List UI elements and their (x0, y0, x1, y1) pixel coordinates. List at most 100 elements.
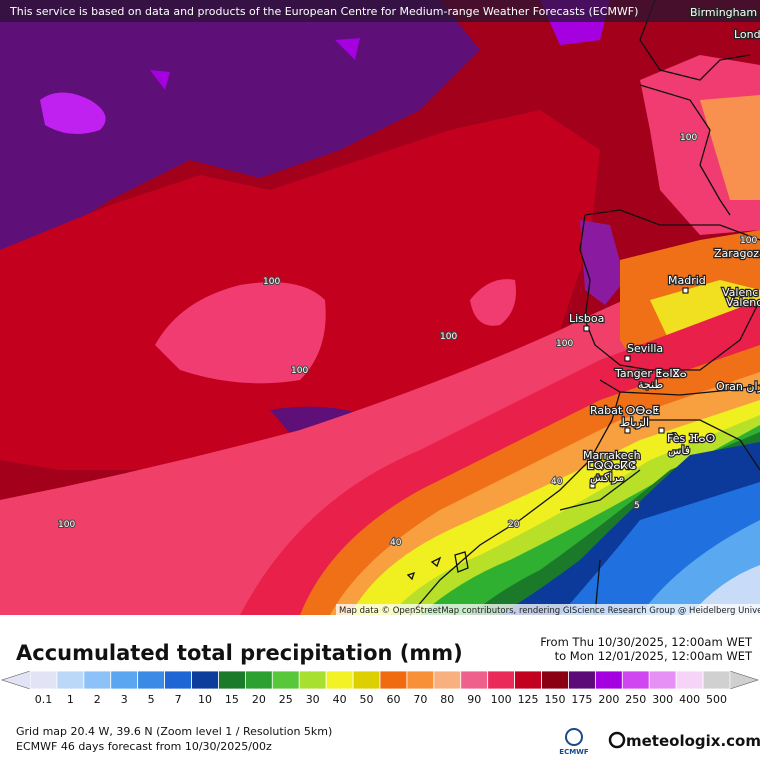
colorbar-label: 70 (413, 693, 427, 706)
forecast-info: ECMWF 46 days forecast from 10/30/2025/0… (16, 740, 272, 753)
city-label: ⵎⵕⵕⴰⴽⵛ (587, 459, 636, 472)
colorbar-label: 5 (148, 693, 155, 706)
precip-area (690, 565, 760, 615)
colorbar-swatch (675, 670, 704, 690)
city-label: الرباط (620, 416, 649, 429)
credits-bar (336, 604, 760, 615)
contour-label: 100 (556, 339, 573, 349)
city-label: Valenc (726, 296, 760, 309)
colorbar-end (729, 670, 759, 690)
city-label: Lond (734, 28, 760, 41)
colorbar-swatch (110, 670, 139, 690)
city-marker (589, 482, 596, 489)
city-label: Rabat ⵔⴱⴰⵟ (590, 404, 659, 417)
city-label: Lisboa (569, 312, 604, 325)
island (406, 551, 469, 581)
contour-label: 100 (263, 277, 280, 287)
colorbar-swatch (191, 670, 219, 690)
city-marker (658, 427, 665, 434)
map: This service is based on data and produc… (0, 0, 760, 616)
colorbar-label: 90 (467, 693, 481, 706)
colorbar: 0.1 1 2 3 5 7 10 15 20 25 30 40 50 60 70 80 90 100 125 150 1… (1, 670, 759, 706)
period-from: From Thu 10/30/2025, 12:00am WET (540, 635, 753, 649)
city-label: فاس (668, 444, 690, 457)
city-label: Zaragoza (714, 247, 760, 260)
colorbar-swatch (352, 670, 381, 690)
city-label: Madrid (668, 274, 706, 287)
colorbar-swatch (568, 670, 596, 690)
city-label: مراكش (590, 471, 624, 484)
colorbar-label: 15 (225, 693, 239, 706)
contour-label: 100 (58, 520, 75, 530)
ecmwf-logo: ECMWF (559, 748, 589, 756)
city-labels: Birmingham Lond Zaragoza Madrid Valenc V… (568, 5, 760, 489)
colorbar-label: 60 (386, 693, 400, 706)
colorbar-swatch (514, 670, 542, 690)
contour-label: 40 (390, 538, 402, 548)
city-label: Marrakech (583, 449, 641, 462)
city-label: Oran وهران (716, 380, 760, 393)
city-label: Sevilla (627, 342, 663, 355)
colorbar-end (1, 670, 31, 690)
colorbar-label: 0.1 (35, 693, 53, 706)
contour-label: 100 (291, 366, 308, 376)
colorbar-label: 2 (94, 693, 101, 706)
contour-labels: 100 100 100 100 100 100 100 40 40 20 5 (57, 132, 758, 549)
ecmwf-icon (565, 728, 583, 746)
colorbar-label: 125 (518, 693, 539, 706)
contour-label: 100 (740, 236, 757, 246)
colorbar-swatch (244, 670, 273, 690)
colorbar-swatch (325, 670, 354, 690)
colorbar-label: 1 (67, 693, 74, 706)
city-marker (583, 325, 590, 332)
colorbar-swatch (271, 670, 300, 690)
precip-area (40, 92, 106, 134)
colorbar-label: 10 (198, 693, 212, 706)
city-label: Tanger ⵟⴰⵏⴵⴰ (614, 367, 687, 380)
contour-label: 100 (680, 133, 697, 143)
colorbar-swatch (433, 670, 462, 690)
colorbar-label: 25 (279, 693, 293, 706)
brand: meteologix.com (626, 732, 760, 750)
colorbar-swatch (29, 670, 58, 690)
colorbar-swatch (83, 670, 112, 690)
colorbar-swatch (379, 670, 408, 690)
colorbar-swatch (460, 670, 489, 690)
colorbar-label: 250 (625, 693, 646, 706)
colorbar-swatch (648, 670, 677, 690)
colorbar-label: 30 (306, 693, 320, 706)
colorbar-swatch (487, 670, 516, 690)
precip-area (0, 0, 480, 392)
colorbar-swatch (218, 670, 246, 690)
colorbar-label: 200 (598, 693, 619, 706)
colorbar-label: 7 (175, 693, 182, 706)
precip-area (580, 220, 625, 305)
legend-panel: Accumulated total precipitation (mm) Fro… (1, 635, 760, 756)
contour-label: 20 (508, 520, 520, 530)
colorbar-swatch (56, 670, 85, 690)
colorbar-swatch (298, 670, 327, 690)
colorbar-swatch (621, 670, 650, 690)
colorbar-label: 50 (360, 693, 374, 706)
city-marker (624, 427, 631, 434)
colorbar-label: 20 (252, 693, 266, 706)
colorbar-label: 300 (652, 693, 673, 706)
brand-icon (608, 731, 626, 749)
colorbar-label: 500 (706, 693, 727, 706)
city-marker (624, 355, 631, 362)
contour-label: 100 (440, 332, 457, 342)
colorbar-swatch (137, 670, 166, 690)
colorbar-label: 150 (545, 693, 566, 706)
attribution: This service is based on data and produc… (9, 5, 638, 18)
city-label: Fès ⴼⴰⵙ (667, 432, 715, 445)
contour-label: 40 (551, 477, 563, 487)
coastline (579, 0, 760, 371)
attribution-bar (0, 0, 760, 22)
coastline (409, 379, 760, 616)
colorbar-swatch (164, 670, 192, 690)
legend-title: Accumulated total precipitation (mm) (16, 641, 463, 665)
city-label: طنجة (638, 378, 663, 391)
credits: Map data © OpenStreetMap contributors, r… (339, 606, 760, 616)
grid-info: Grid map 20.4 W, 39.6 N (Zoom level 1 / … (16, 725, 332, 738)
